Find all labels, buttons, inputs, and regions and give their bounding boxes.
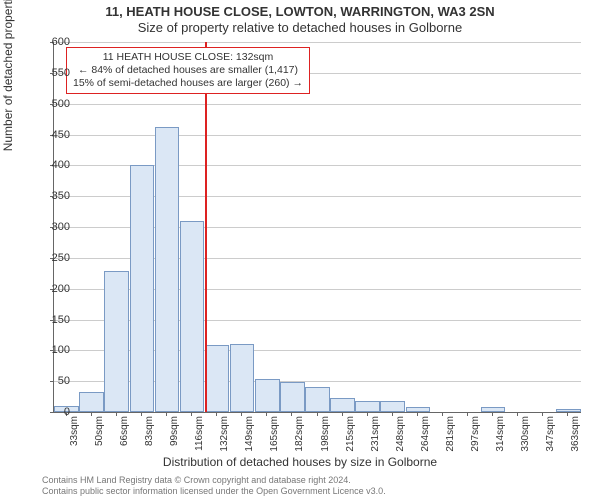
footer-line-2: Contains public sector information licen… xyxy=(42,486,386,497)
title-sub: Size of property relative to detached ho… xyxy=(0,20,600,35)
x-tick-mark xyxy=(367,412,368,416)
grid-line xyxy=(54,135,581,136)
y-tick-label: 250 xyxy=(40,252,70,264)
histogram-bar xyxy=(330,398,355,412)
x-tick-label: 198sqm xyxy=(320,416,331,466)
x-tick-mark xyxy=(467,412,468,416)
y-tick-label: 50 xyxy=(40,375,70,387)
x-tick-label: 99sqm xyxy=(169,416,180,466)
annotation-line-1: 11 HEATH HOUSE CLOSE: 132sqm xyxy=(73,51,303,64)
x-tick-mark xyxy=(567,412,568,416)
x-tick-mark xyxy=(291,412,292,416)
y-tick-label: 600 xyxy=(40,36,70,48)
x-tick-label: 248sqm xyxy=(395,416,406,466)
x-tick-label: 50sqm xyxy=(94,416,105,466)
x-tick-mark xyxy=(492,412,493,416)
x-tick-label: 330sqm xyxy=(520,416,531,466)
histogram-bar xyxy=(79,392,104,412)
titles: 11, HEATH HOUSE CLOSE, LOWTON, WARRINGTO… xyxy=(0,0,600,35)
x-tick-label: 297sqm xyxy=(470,416,481,466)
annotation-line-3: 15% of semi-detached houses are larger (… xyxy=(73,77,303,90)
histogram-bar xyxy=(255,379,280,412)
histogram-bar xyxy=(230,344,255,412)
y-axis-label: Number of detached properties xyxy=(1,0,15,151)
x-tick-label: 66sqm xyxy=(119,416,130,466)
plot-area: 11 HEATH HOUSE CLOSE: 132sqm ← 84% of de… xyxy=(53,42,581,413)
grid-line xyxy=(54,104,581,105)
x-tick-mark xyxy=(216,412,217,416)
x-tick-mark xyxy=(191,412,192,416)
y-tick-label: 100 xyxy=(40,344,70,356)
annotation-box: 11 HEATH HOUSE CLOSE: 132sqm ← 84% of de… xyxy=(66,47,310,94)
x-tick-mark xyxy=(266,412,267,416)
histogram-bar xyxy=(155,127,180,412)
histogram-bar xyxy=(355,401,380,412)
y-tick-label: 450 xyxy=(40,129,70,141)
x-tick-label: 132sqm xyxy=(219,416,230,466)
x-tick-mark xyxy=(442,412,443,416)
x-tick-label: 363sqm xyxy=(570,416,581,466)
histogram-bar xyxy=(380,401,405,412)
footer-line-1: Contains HM Land Registry data © Crown c… xyxy=(42,475,386,486)
x-tick-label: 83sqm xyxy=(144,416,155,466)
x-tick-label: 33sqm xyxy=(69,416,80,466)
y-tick-label: 550 xyxy=(40,67,70,79)
x-tick-mark xyxy=(317,412,318,416)
y-tick-label: 0 xyxy=(40,406,70,418)
x-tick-mark xyxy=(542,412,543,416)
histogram-bar xyxy=(104,271,129,412)
chart-container: 11, HEATH HOUSE CLOSE, LOWTON, WARRINGTO… xyxy=(0,0,600,500)
x-tick-label: 264sqm xyxy=(420,416,431,466)
y-tick-label: 200 xyxy=(40,283,70,295)
x-tick-label: 314sqm xyxy=(495,416,506,466)
histogram-bar xyxy=(205,345,230,412)
footer-attribution: Contains HM Land Registry data © Crown c… xyxy=(42,475,386,497)
x-tick-mark xyxy=(392,412,393,416)
x-tick-label: 165sqm xyxy=(269,416,280,466)
annotation-line-2: ← 84% of detached houses are smaller (1,… xyxy=(73,64,303,77)
y-tick-label: 400 xyxy=(40,159,70,171)
histogram-bar xyxy=(130,165,155,412)
y-tick-label: 150 xyxy=(40,314,70,326)
histogram-bar xyxy=(280,382,305,412)
x-tick-mark xyxy=(116,412,117,416)
x-tick-label: 182sqm xyxy=(294,416,305,466)
y-tick-label: 350 xyxy=(40,190,70,202)
x-tick-mark xyxy=(91,412,92,416)
y-tick-label: 300 xyxy=(40,221,70,233)
x-tick-mark xyxy=(517,412,518,416)
x-tick-label: 281sqm xyxy=(445,416,456,466)
y-tick-label: 500 xyxy=(40,98,70,110)
histogram-bar xyxy=(305,387,330,412)
grid-line xyxy=(54,42,581,43)
x-tick-label: 149sqm xyxy=(244,416,255,466)
histogram-bar xyxy=(180,221,205,412)
x-tick-label: 231sqm xyxy=(370,416,381,466)
x-tick-mark xyxy=(417,412,418,416)
x-tick-mark xyxy=(166,412,167,416)
title-main: 11, HEATH HOUSE CLOSE, LOWTON, WARRINGTO… xyxy=(0,4,600,19)
x-tick-mark xyxy=(241,412,242,416)
reference-line xyxy=(205,42,207,412)
x-tick-mark xyxy=(141,412,142,416)
x-tick-label: 215sqm xyxy=(345,416,356,466)
x-tick-label: 116sqm xyxy=(194,416,205,466)
x-tick-mark xyxy=(342,412,343,416)
x-tick-label: 347sqm xyxy=(545,416,556,466)
